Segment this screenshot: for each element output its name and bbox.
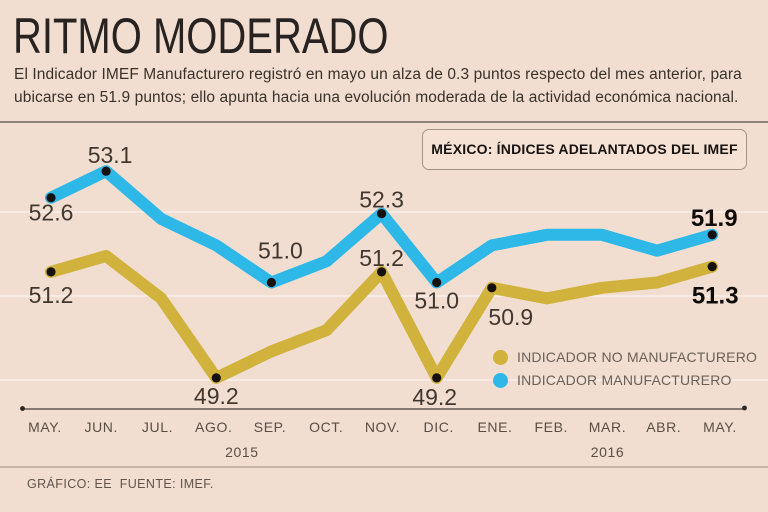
x-axis-label: NOV. — [364, 419, 401, 435]
legend-item: INDICADOR NO MANUFACTURERO — [493, 349, 757, 365]
data-point-dot — [211, 373, 221, 383]
x-axis-label: FEB. — [534, 419, 569, 435]
data-point-dot — [266, 277, 276, 288]
subtitle-line-1: El Indicador IMEF Manufacturero registró… — [14, 66, 742, 83]
x-axis-label: MAY. — [28, 419, 62, 435]
x-axis-label: MAR. — [588, 419, 627, 435]
legend: INDICADOR NO MANUFACTURERO INDICADOR MANU… — [493, 349, 757, 395]
data-point-label: 51.9 — [691, 205, 738, 232]
x-axis-label: SEP. — [253, 419, 287, 435]
data-point-label: 50.9 — [488, 304, 533, 330]
x-axis-label: JUL. — [141, 419, 174, 435]
data-point-label: 53.1 — [88, 142, 133, 168]
data-point-dot — [487, 283, 497, 293]
x-axis-label: OCT. — [309, 419, 344, 435]
x-axis-label: ENE. — [477, 419, 513, 435]
x-axis-label: JUN. — [84, 419, 119, 435]
x-axis-year-label: 2016 — [590, 444, 625, 460]
x-axis-label: MAY. — [703, 419, 737, 435]
data-point-label: 51.0 — [258, 238, 303, 264]
axis-end-dot — [20, 406, 25, 411]
data-point-dot — [707, 262, 717, 272]
top-divider — [0, 121, 768, 123]
legend-swatch-icon — [493, 372, 508, 388]
data-point-dot — [101, 166, 111, 176]
legend-label: INDICADOR NO MANUFACTURERO — [517, 349, 758, 365]
subtitle-line-2: ubicarse en 51.9 puntos; ello apunta hac… — [14, 89, 739, 106]
footer-credit: GRÁFICO: EE FUENTE: IMEF. — [27, 477, 214, 491]
page-title: RITMO MODERADO — [13, 8, 389, 64]
data-point-dot — [432, 277, 442, 288]
legend-label: INDICADOR MANUFACTURERO — [517, 372, 732, 388]
chart-title-badge: MÉXICO: ÍNDICES ADELANTADOS DEL IMEF — [422, 129, 747, 170]
data-point-label: 52.6 — [29, 200, 74, 226]
data-point-label: 51.0 — [414, 288, 459, 314]
legend-swatch-icon — [493, 349, 508, 365]
axis-end-dot — [742, 405, 747, 411]
data-point-label: 51.3 — [692, 283, 739, 310]
series-line-manufacturero — [45, 165, 719, 289]
data-point-label: 51.2 — [29, 282, 74, 308]
data-point-dot — [377, 267, 387, 277]
data-point-dot — [377, 209, 387, 219]
data-point-dot — [46, 193, 56, 203]
x-axis-label: ABR. — [646, 419, 682, 435]
x-axis-label: AGO. — [195, 419, 233, 435]
footer-divider — [0, 466, 768, 468]
legend-item: INDICADOR MANUFACTURERO — [493, 372, 757, 388]
data-point-label: 49.2 — [412, 384, 457, 410]
x-axis-year-label: 2015 — [225, 444, 259, 460]
data-point-label: 52.3 — [359, 187, 404, 213]
data-point-label: 49.2 — [194, 383, 239, 409]
data-point-dot — [707, 230, 717, 240]
data-point-dot — [432, 373, 442, 383]
data-point-label: 51.2 — [359, 245, 404, 271]
subtitle: El Indicador IMEF Manufacturero registró… — [14, 63, 762, 109]
x-axis-label: DIC. — [423, 419, 454, 435]
data-point-dot — [46, 267, 56, 277]
